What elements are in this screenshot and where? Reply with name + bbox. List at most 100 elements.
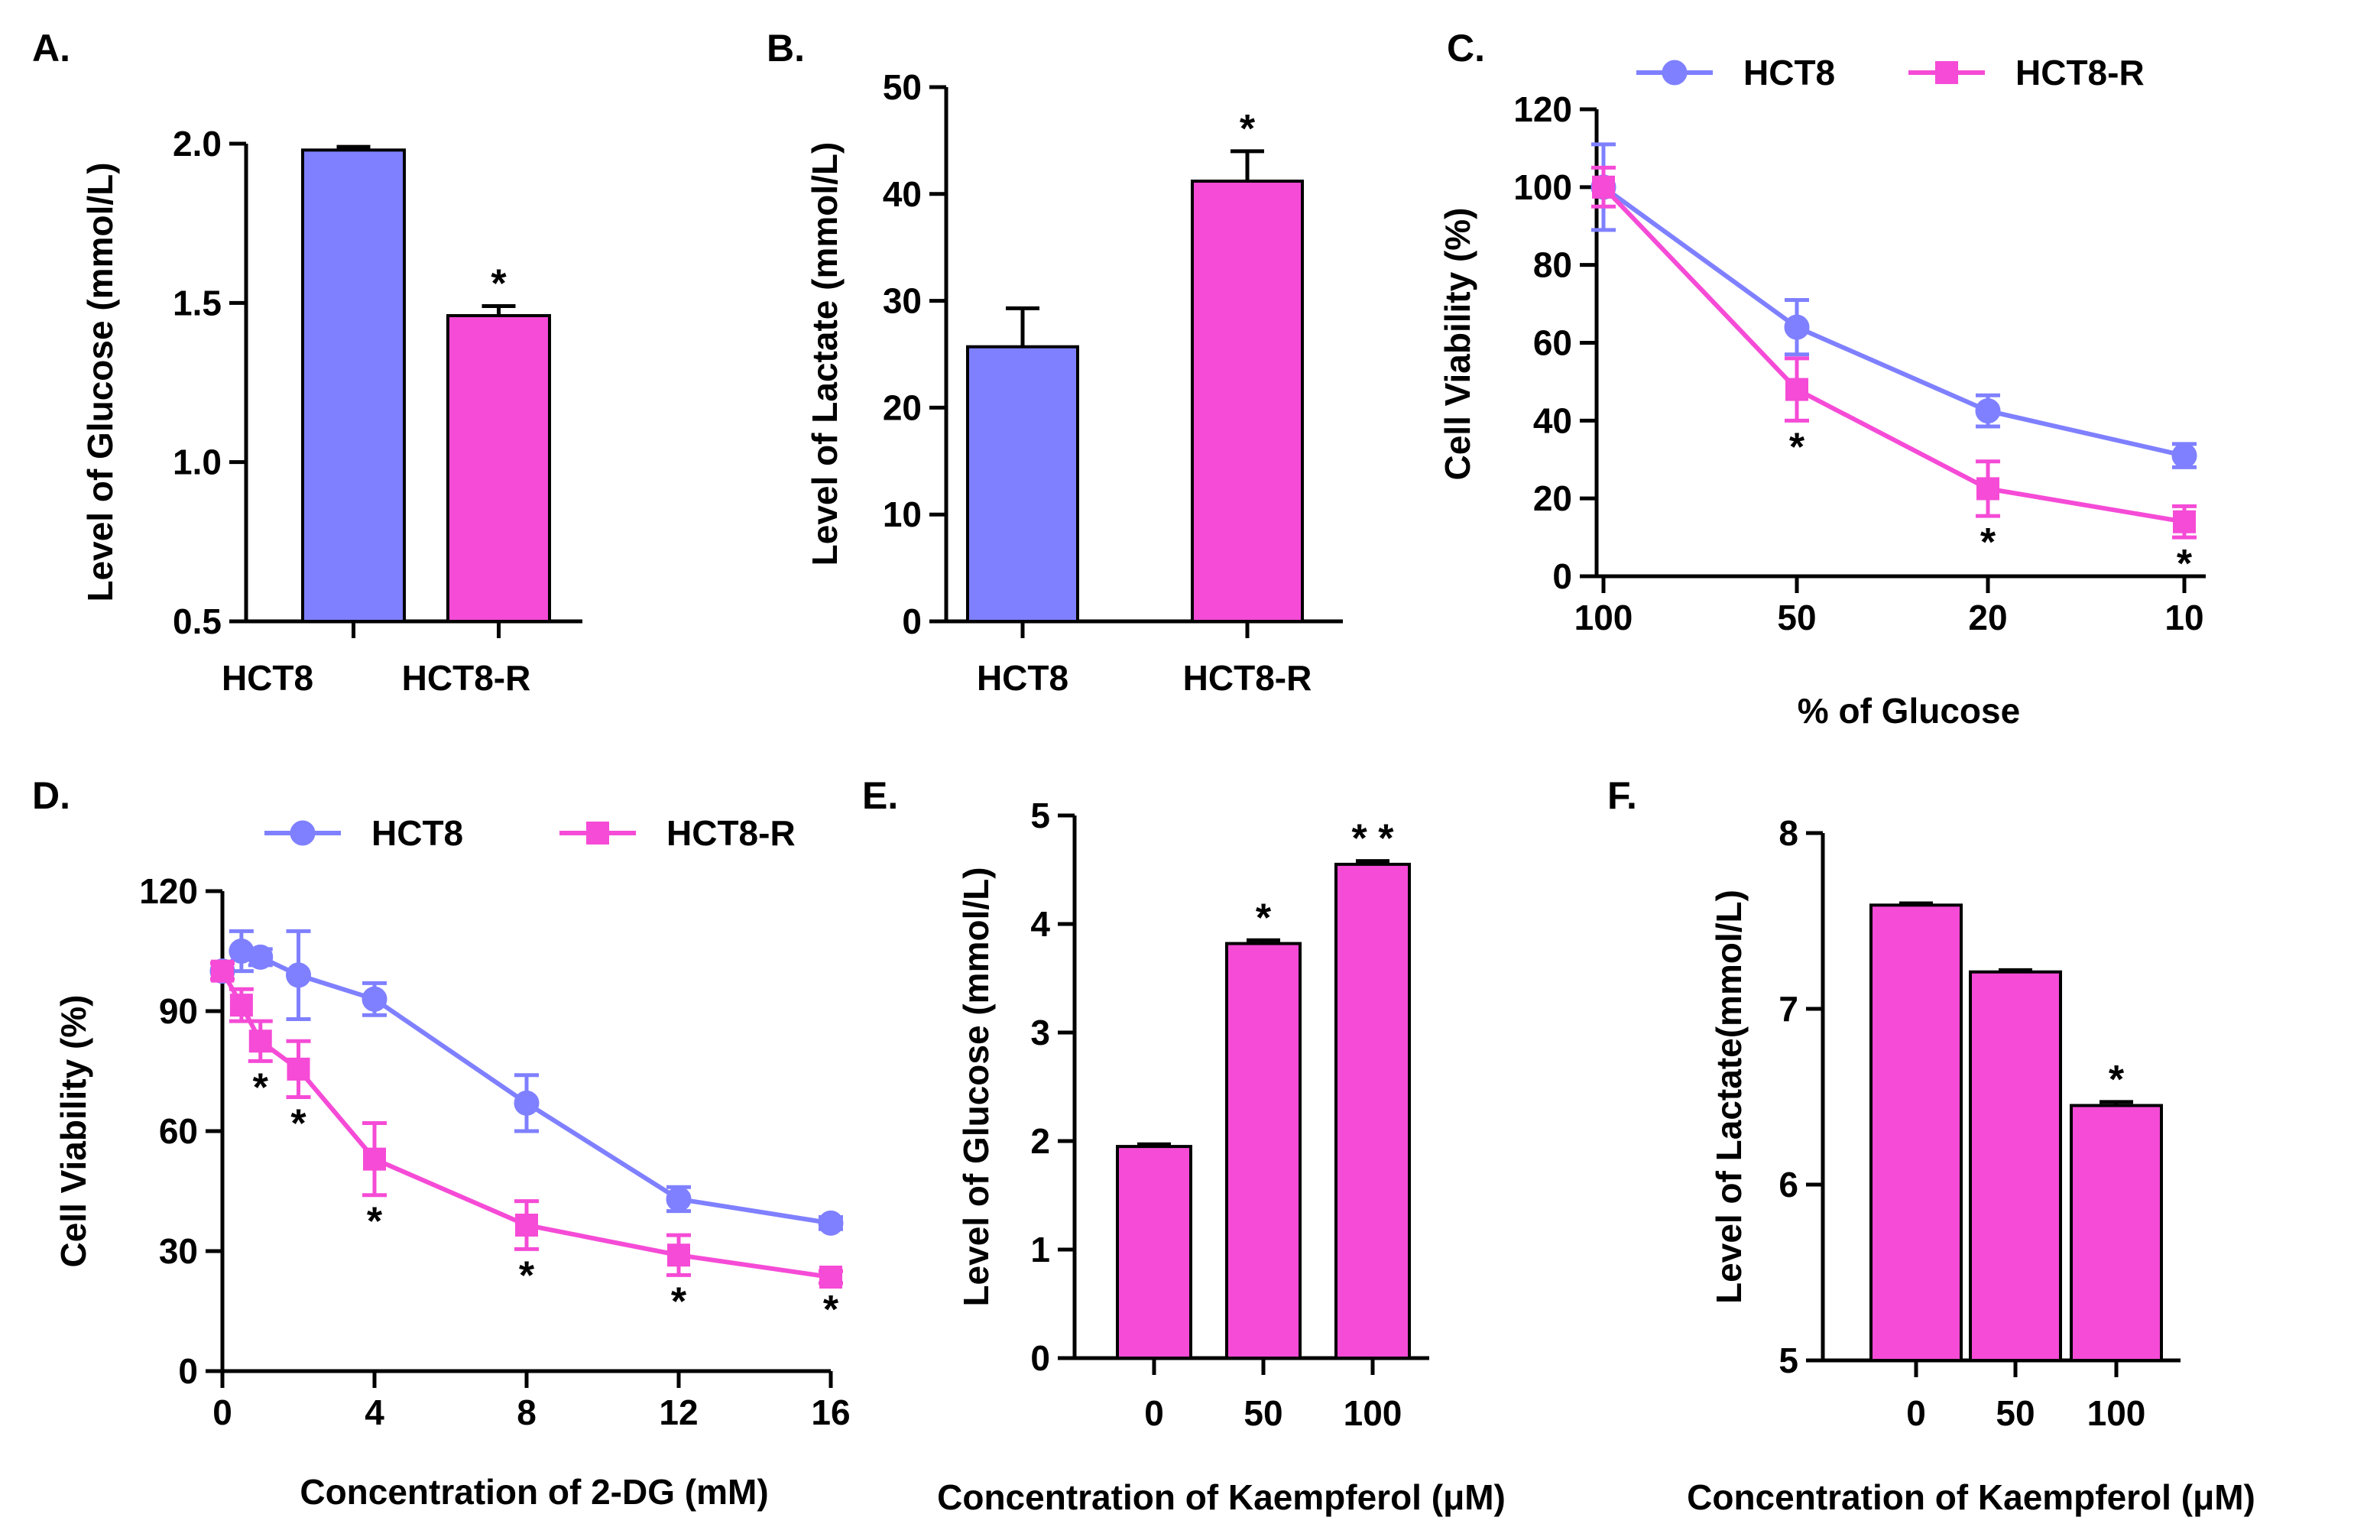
y-tick-label: 120: [1513, 89, 1572, 129]
y-axis-label: Level of Glucose (mmol/L): [80, 162, 120, 601]
data-point: [211, 959, 234, 983]
panel-label: A.: [32, 27, 70, 70]
data-point: [666, 1186, 692, 1212]
data-point: [515, 1213, 538, 1237]
y-tick-label: 20: [883, 387, 922, 427]
significance-marker: *: [367, 1200, 383, 1244]
data-point: [2171, 443, 2197, 468]
legend-marker: [290, 820, 316, 846]
y-tick-label: 0: [1030, 1338, 1050, 1378]
x-category-label: HCT8-R: [402, 658, 531, 698]
x-tick-label: 50: [1777, 598, 1816, 637]
significance-marker: *: [1980, 520, 1996, 565]
y-tick-label: 7: [1779, 989, 1798, 1029]
y-axis-label: Level of Lactate (mmol/L): [805, 142, 845, 566]
y-axis-label: Cell Viability (%): [54, 994, 93, 1267]
y-tick-label: 40: [883, 174, 922, 214]
x-category-label: 100: [1344, 1393, 1402, 1433]
bar: [966, 345, 1079, 623]
significance-marker: *: [290, 1102, 306, 1146]
data-point: [667, 1243, 690, 1267]
x-tick-label: 16: [811, 1392, 850, 1432]
bar: [2070, 1104, 2163, 1362]
y-axis-label: Level of Lactate(mmol/L): [1709, 890, 1749, 1304]
x-category-label: 50: [1996, 1393, 2035, 1433]
legend-marker: [586, 822, 609, 845]
panel-b-lactate-bar-chart: B. 0 10 20 30 40 50 Level of Lactate (mmol/L) HC…: [767, 27, 1343, 698]
y-tick-label: 0: [1552, 556, 1572, 596]
y-tick-label: 6: [1779, 1165, 1798, 1204]
x-tick-label: 8: [517, 1392, 537, 1432]
significance-marker: *: [671, 1279, 687, 1324]
data-point: [2173, 510, 2196, 533]
legend-label: HCT8: [371, 813, 463, 853]
significance-marker: *: [2109, 1058, 2125, 1102]
significance-marker: *: [253, 1065, 269, 1110]
x-category-label: HCT8: [222, 658, 313, 698]
y-tick-label: 30: [883, 281, 922, 321]
data-point: [514, 1090, 540, 1116]
panel-c-glucose-viability-line-chart: C. 0 20 40 60 80 100 120 Cell Viability (%) 100 50…: [1438, 27, 2206, 731]
data-point: [1976, 477, 1999, 501]
y-tick-label: 0.5: [173, 601, 222, 641]
y-tick-label: 0: [178, 1351, 198, 1391]
y-tick-label: 5: [1030, 796, 1050, 835]
panel-f-kaempferol-lactate-bar-chart: F. 5 6 7 8 Level of Lactate(mmol/L) 0 50 * 100 Con…: [1607, 774, 2255, 1517]
y-tick-label: 90: [159, 991, 198, 1031]
series-line: [1602, 185, 2185, 459]
y-tick-label: 100: [1513, 167, 1572, 207]
panel-e-kaempferol-glucose-bar-chart: E. 0 1 2 3 4 5 Level of Glucose (mmol/L) 0 * 50 * *…: [862, 774, 1506, 1517]
significance-marker: *: [1240, 107, 1256, 151]
x-axis-label: Concentration of 2-DG (mM): [300, 1472, 768, 1512]
y-tick-label: 20: [1533, 478, 1572, 518]
data-point: [286, 962, 311, 988]
data-point: [1592, 175, 1615, 199]
panel-a-glucose-bar-chart: A. 0.5 1.0 1.5 2.0 Level of Glucose (mmol/L) H…: [32, 27, 582, 698]
y-tick-label: 60: [1533, 323, 1572, 363]
x-tick-label: 12: [659, 1392, 698, 1432]
x-tick-label: 100: [1574, 598, 1633, 637]
y-tick-label: 2.0: [173, 124, 222, 164]
bar: [1334, 862, 1411, 1360]
y-tick-label: 120: [139, 871, 198, 911]
y-tick-label: 80: [1533, 245, 1572, 285]
y-tick-label: 0: [902, 601, 922, 641]
x-axis-label: % of Glucose: [1798, 691, 2020, 731]
x-tick-label: 4: [365, 1392, 384, 1432]
panel-label: D.: [32, 774, 70, 817]
legend-label: HCT8-R: [666, 813, 796, 853]
series-line: [1601, 185, 2185, 524]
x-category-label: 100: [2087, 1393, 2146, 1433]
y-tick-label: 1.5: [173, 283, 222, 323]
x-tick-label: 20: [1968, 598, 2007, 637]
y-tick-label: 40: [1533, 400, 1572, 440]
bar: [301, 148, 406, 624]
x-category-label: 50: [1244, 1393, 1282, 1433]
legend-label: HCT8-R: [2015, 53, 2145, 92]
significance-marker: *: [823, 1288, 839, 1332]
y-tick-label: 2: [1030, 1121, 1050, 1161]
y-tick-label: 1: [1030, 1230, 1050, 1269]
data-point: [229, 994, 253, 1017]
panel-label: F.: [1607, 774, 1637, 817]
x-tick-label: 0: [212, 1392, 232, 1432]
series-hct8: [1590, 142, 2197, 469]
significance-marker: *: [491, 262, 507, 306]
data-point: [363, 1147, 386, 1171]
x-category-label: HCT8: [977, 658, 1068, 698]
y-axis-label: Cell Viability (%): [1438, 207, 1477, 480]
x-category-label: 0: [1144, 1393, 1164, 1433]
x-category-label: 0: [1906, 1393, 1926, 1433]
panel-label: E.: [862, 774, 898, 817]
legend-marker: [1935, 61, 1958, 84]
data-point: [1975, 398, 2001, 424]
data-point: [287, 1057, 310, 1081]
series-hct8-r: * * *: [1591, 165, 2197, 586]
x-category-label: HCT8-R: [1183, 658, 1312, 698]
data-point: [818, 1210, 844, 1236]
significance-marker: *: [1256, 896, 1272, 940]
bar: [446, 314, 551, 623]
y-tick-label: 4: [1030, 904, 1050, 944]
